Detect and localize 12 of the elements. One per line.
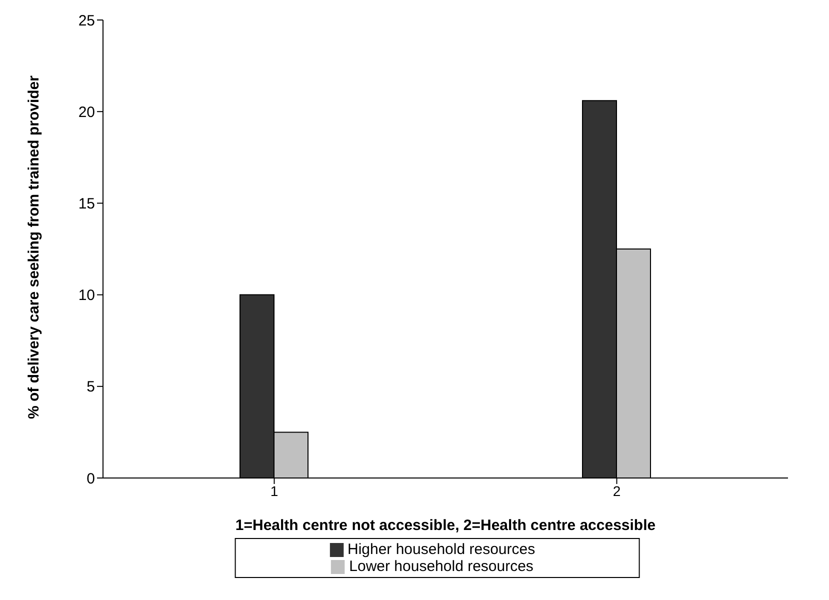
- y-tick-label: 25: [78, 12, 95, 30]
- legend-label: Higher household resources: [347, 541, 536, 558]
- y-tick-label: 10: [78, 287, 95, 304]
- y-tick-label: 15: [78, 196, 95, 213]
- y-axis-title: % of delivery care seeking from trained provider: [25, 75, 42, 419]
- x-tick-label: 1: [270, 482, 278, 499]
- y-tick-label: 5: [86, 378, 95, 396]
- x-axis-title: 1=Health centre not accessible, 2=Health centre accessible: [235, 517, 656, 534]
- y-tick-label: 0: [86, 470, 95, 488]
- legend-label: Lower household resources: [349, 558, 534, 575]
- y-tick-label: 20: [78, 104, 95, 121]
- x-tick-label: 2: [612, 482, 621, 499]
